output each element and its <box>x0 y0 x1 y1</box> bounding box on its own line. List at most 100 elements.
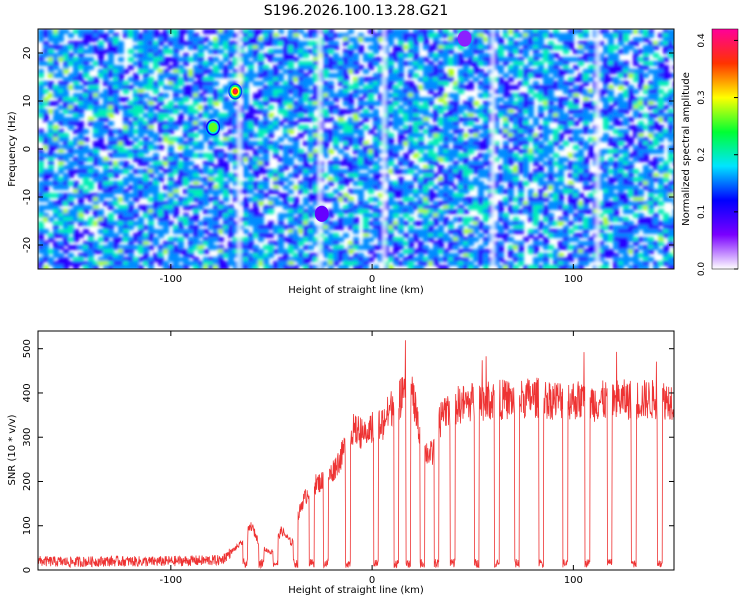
heatmap-cell <box>638 189 644 194</box>
heatmap-cell <box>573 217 579 222</box>
heatmap-cell <box>573 173 579 178</box>
heatmap-cell <box>173 253 179 258</box>
heatmap-cell <box>73 113 79 118</box>
heatmap-cell <box>543 133 549 138</box>
heatmap-cell <box>568 41 574 46</box>
heatmap-cell <box>653 177 659 182</box>
heatmap-cell <box>163 105 169 110</box>
heatmap-cell <box>93 37 99 42</box>
heatmap-cell <box>218 209 224 214</box>
heatmap-cell <box>418 241 424 246</box>
heatmap-cell <box>193 125 199 130</box>
heatmap-cell <box>633 105 639 110</box>
heatmap-cell <box>523 41 529 46</box>
heatmap-cell <box>588 185 594 190</box>
heatmap-cell <box>108 193 114 198</box>
heatmap-cell <box>248 213 254 218</box>
heatmap-cell <box>553 229 559 234</box>
heatmap-cell <box>213 37 219 42</box>
heatmap-cell <box>153 33 159 38</box>
heatmap-cell <box>633 185 639 190</box>
heatmap-cell <box>498 37 504 42</box>
heatmap-cell <box>413 41 419 46</box>
heatmap-cell <box>603 137 609 142</box>
heatmap-cell <box>613 109 619 114</box>
heatmap-cell <box>633 97 639 102</box>
heatmap-cell <box>308 65 314 70</box>
heatmap-cell <box>213 137 219 142</box>
heatmap-cell <box>263 69 269 74</box>
heatmap-cell <box>563 45 569 50</box>
heatmap-cell <box>443 145 449 150</box>
heatmap-cell <box>128 153 134 158</box>
heatmap-cell <box>403 137 409 142</box>
heatmap-cell <box>363 205 369 210</box>
heatmap-cell <box>413 229 419 234</box>
heatmap-cell <box>528 133 534 138</box>
heatmap-cell <box>313 181 319 186</box>
heatmap-cell <box>643 29 649 34</box>
heatmap-cell <box>573 201 579 206</box>
heatmap-cell <box>278 73 284 78</box>
heatmap-cell <box>653 109 659 114</box>
heatmap-cell <box>248 29 254 34</box>
heatmap-cell <box>533 197 539 202</box>
heatmap-cell <box>148 213 154 218</box>
heatmap-cell <box>198 61 204 66</box>
heatmap-cell <box>598 157 604 162</box>
heatmap-cell <box>498 97 504 102</box>
heatmap-cell <box>618 113 624 118</box>
heatmap-cell <box>533 33 539 38</box>
heatmap-cell <box>498 209 504 214</box>
heatmap-cell <box>203 161 209 166</box>
heatmap-cell <box>43 29 49 34</box>
heatmap-cell <box>193 93 199 98</box>
heatmap-cell <box>68 245 74 250</box>
heatmap-cell <box>38 229 44 234</box>
heatmap-cell <box>403 221 409 226</box>
heatmap-cell <box>493 101 499 106</box>
heatmap-cell <box>308 77 314 82</box>
heatmap-cell <box>38 109 44 114</box>
heatmap-cell <box>413 201 419 206</box>
heatmap-cell <box>563 189 569 194</box>
heatmap-cell <box>513 145 519 150</box>
heatmap-cell <box>168 145 174 150</box>
heatmap-cell <box>588 129 594 134</box>
heatmap-cell <box>173 213 179 218</box>
heatmap-cell <box>533 57 539 62</box>
heatmap-cell <box>518 193 524 198</box>
heatmap-cell <box>218 161 224 166</box>
heatmap-cell <box>53 41 59 46</box>
heatmap-cell <box>453 57 459 62</box>
heatmap-cell <box>168 161 174 166</box>
heatmap-cell <box>543 149 549 154</box>
heatmap-cell <box>653 189 659 194</box>
heatmap-cell <box>448 57 454 62</box>
heatmap-cell <box>98 49 104 54</box>
heatmap-cell <box>88 197 94 202</box>
heatmap-cell <box>523 33 529 38</box>
heatmap-cell <box>298 217 304 222</box>
heatmap-cell <box>338 65 344 70</box>
heatmap-cell <box>473 145 479 150</box>
heatmap-cell <box>228 209 234 214</box>
heatmap-cell <box>223 89 229 94</box>
heatmap-cell <box>553 221 559 226</box>
heatmap-cell <box>258 145 264 150</box>
heatmap-cell <box>563 117 569 122</box>
heatmap-cell <box>533 205 539 210</box>
heatmap-cell <box>158 77 164 82</box>
heatmap-cell <box>613 201 619 206</box>
heatmap-cell <box>518 185 524 190</box>
heatmap-cell <box>423 193 429 198</box>
heatmap-cell <box>233 193 239 198</box>
heatmap-cell <box>558 157 564 162</box>
heatmap-cell <box>618 85 624 90</box>
heatmap-cell <box>643 157 649 162</box>
heatmap-cell <box>143 173 149 178</box>
heatmap-cell <box>278 29 284 34</box>
heatmap-cell <box>548 169 554 174</box>
heatmap-cell <box>143 45 149 50</box>
heatmap-cell <box>598 185 604 190</box>
